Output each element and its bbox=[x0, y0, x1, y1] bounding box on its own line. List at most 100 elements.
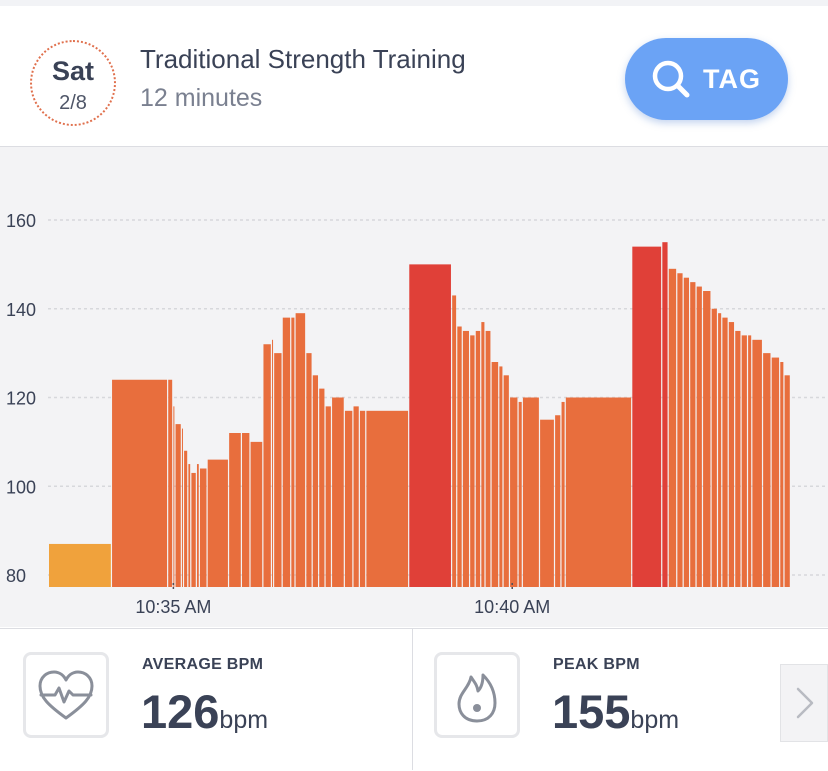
next-stats-button[interactable] bbox=[780, 664, 828, 742]
workout-title: Traditional Strength Training bbox=[140, 44, 466, 74]
bar bbox=[752, 339, 762, 587]
x-tick-label: 10:35 AM bbox=[135, 597, 211, 617]
bar bbox=[711, 308, 717, 587]
bar bbox=[325, 406, 331, 587]
bar bbox=[229, 433, 241, 587]
tag-label: TAG bbox=[703, 64, 761, 94]
bar bbox=[199, 468, 207, 587]
date-day: Sat bbox=[51, 56, 95, 86]
tag-button[interactable]: TAG bbox=[625, 38, 788, 120]
bar bbox=[683, 277, 690, 587]
bar bbox=[191, 472, 196, 587]
bar bbox=[291, 317, 295, 587]
bar bbox=[718, 313, 722, 587]
bar bbox=[282, 317, 291, 587]
bar bbox=[540, 419, 554, 587]
bar bbox=[353, 406, 359, 587]
peak-bpm-icon-box bbox=[434, 652, 520, 738]
y-tick-label: 140 bbox=[6, 300, 36, 320]
bar bbox=[184, 450, 188, 587]
bar bbox=[452, 295, 457, 587]
bar bbox=[784, 375, 790, 587]
bar bbox=[462, 330, 469, 587]
bar bbox=[481, 322, 485, 587]
y-tick-label: 160 bbox=[6, 211, 36, 231]
bar bbox=[242, 433, 250, 587]
peak-bpm-value: 155bpm bbox=[552, 684, 679, 739]
chevron-right-icon bbox=[796, 687, 814, 719]
bar bbox=[457, 326, 462, 587]
bar bbox=[510, 397, 518, 587]
bar bbox=[771, 357, 780, 587]
peak-bpm-label: PEAK BPM bbox=[553, 656, 640, 673]
bar bbox=[763, 353, 771, 587]
bar bbox=[359, 410, 366, 587]
bar bbox=[728, 322, 735, 587]
bar bbox=[485, 330, 491, 587]
date-badge: Sat 2/8 bbox=[30, 40, 116, 126]
bar bbox=[306, 353, 312, 587]
bar bbox=[690, 282, 696, 587]
bar bbox=[366, 410, 409, 587]
bar bbox=[112, 379, 168, 587]
bar bbox=[207, 459, 228, 587]
bar bbox=[250, 441, 263, 587]
bar bbox=[188, 464, 191, 587]
bar bbox=[503, 375, 509, 587]
bar bbox=[677, 273, 683, 587]
bar bbox=[274, 353, 282, 587]
peak-bpm-number: 155 bbox=[552, 685, 631, 738]
heart-rate-chart: 80 100 120 140 160 10:35 AM 10:40 AM bbox=[6, 211, 828, 617]
date-number: 2/8 bbox=[59, 92, 87, 114]
bar bbox=[319, 388, 325, 587]
bar bbox=[295, 313, 306, 587]
average-bpm-label: AVERAGE BPM bbox=[142, 656, 264, 673]
bar bbox=[175, 424, 181, 587]
bar bbox=[344, 410, 353, 587]
bar bbox=[312, 375, 319, 587]
bar bbox=[555, 415, 561, 587]
average-bpm-unit: bpm bbox=[219, 706, 269, 734]
bar bbox=[668, 268, 677, 587]
stats-divider bbox=[412, 628, 413, 770]
bar bbox=[780, 362, 784, 587]
bar bbox=[632, 246, 662, 587]
bar bbox=[565, 397, 632, 587]
bar bbox=[470, 335, 475, 587]
bar bbox=[518, 401, 522, 587]
bar bbox=[168, 379, 173, 587]
search-icon bbox=[652, 60, 690, 98]
average-bpm-number: 126 bbox=[141, 685, 220, 738]
stats-footer bbox=[0, 628, 828, 771]
bar bbox=[703, 291, 711, 587]
x-tick-label: 10:40 AM bbox=[474, 597, 550, 617]
y-tick-label: 80 bbox=[6, 566, 26, 586]
bar bbox=[263, 344, 271, 587]
bar bbox=[662, 242, 668, 587]
bar bbox=[332, 397, 344, 587]
y-tick-label: 100 bbox=[6, 477, 36, 497]
bar bbox=[173, 406, 175, 587]
bar bbox=[491, 362, 499, 587]
y-tick-label: 120 bbox=[6, 389, 36, 409]
bar bbox=[181, 428, 183, 587]
peak-bpm-unit: bpm bbox=[630, 706, 680, 734]
bar bbox=[409, 264, 451, 587]
bar bbox=[499, 366, 503, 587]
heart-pulse-icon bbox=[38, 670, 94, 720]
bar bbox=[735, 330, 741, 587]
bar bbox=[475, 330, 481, 587]
average-bpm-value: 126bpm bbox=[141, 684, 268, 739]
average-bpm-icon-box bbox=[23, 652, 109, 738]
bar bbox=[722, 317, 728, 587]
flame-icon bbox=[457, 673, 497, 723]
bar bbox=[522, 397, 539, 587]
workout-duration: 12 minutes bbox=[140, 84, 263, 112]
bar bbox=[748, 335, 752, 587]
bar bbox=[741, 335, 747, 587]
bar bbox=[561, 401, 565, 587]
bar bbox=[196, 464, 199, 587]
bar bbox=[272, 339, 274, 587]
top-strip bbox=[0, 0, 828, 6]
workout-header: Sat 2/8 Traditional Strength Training 12… bbox=[0, 6, 828, 147]
